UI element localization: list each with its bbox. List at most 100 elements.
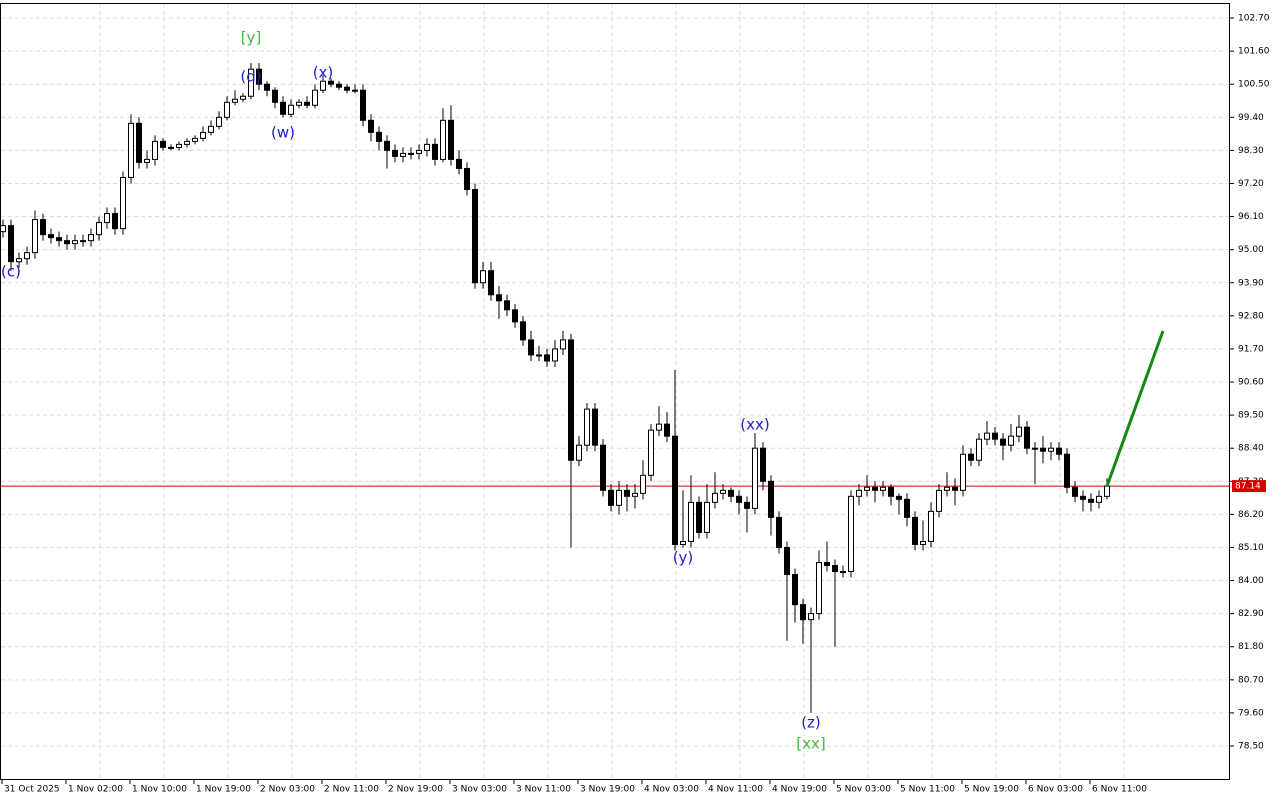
candle-body xyxy=(24,252,30,260)
candle-body xyxy=(152,140,158,160)
y-tick-label: 96.10 xyxy=(1238,212,1264,222)
candle-body xyxy=(480,270,486,284)
y-tick-label: 102.70 xyxy=(1238,14,1270,24)
candle-body xyxy=(920,540,926,545)
candle-body xyxy=(864,486,870,491)
candle-body xyxy=(128,122,134,178)
candle-body xyxy=(1056,447,1062,455)
candle-body xyxy=(1072,486,1078,497)
y-tick-label: 92.80 xyxy=(1238,311,1264,321)
candle-body xyxy=(1000,438,1006,446)
candle-body xyxy=(40,219,46,236)
x-tick-label: 6 Nov 03:00 xyxy=(1028,785,1083,795)
candle-body xyxy=(176,143,182,148)
candle-body xyxy=(600,444,606,491)
candle-body xyxy=(440,119,446,160)
y-tick-label: 100.50 xyxy=(1238,80,1270,90)
wave-label: (z) xyxy=(801,714,821,732)
candle-body xyxy=(88,234,94,242)
candle-body xyxy=(624,489,630,497)
candle-body xyxy=(840,571,846,574)
candle-body xyxy=(448,119,454,160)
candle-body xyxy=(552,348,558,362)
candle-body xyxy=(32,219,38,254)
candle-body xyxy=(1088,498,1094,503)
candle-body xyxy=(784,546,790,576)
candle-body xyxy=(64,240,70,245)
x-tick-label: 4 Nov 19:00 xyxy=(772,785,827,795)
x-tick-label: 3 Nov 03:00 xyxy=(452,785,507,795)
candle-body xyxy=(208,125,214,133)
wave-label: (w) xyxy=(271,123,295,141)
candle-body xyxy=(0,225,6,233)
wave-label: (xx) xyxy=(740,416,769,434)
y-tick-label: 80.70 xyxy=(1238,675,1264,685)
x-tick-label: 3 Nov 19:00 xyxy=(580,785,635,795)
candle-body xyxy=(968,453,974,461)
y-tick-label: 85.10 xyxy=(1238,543,1264,553)
y-tick-label: 101.60 xyxy=(1238,47,1270,57)
candle-body xyxy=(768,480,774,518)
candle-body xyxy=(512,309,518,323)
y-tick-label: 98.30 xyxy=(1238,146,1264,156)
candle-body xyxy=(416,149,422,154)
candle-body xyxy=(1048,447,1054,452)
candle-body xyxy=(504,300,510,311)
x-tick-label: 2 Nov 11:00 xyxy=(324,785,379,795)
y-tick-label: 95.00 xyxy=(1238,245,1264,255)
candle-body xyxy=(816,562,822,615)
y-tick-label: 90.60 xyxy=(1238,378,1264,388)
x-tick-label: 1 Nov 02:00 xyxy=(68,785,123,795)
candle-body xyxy=(536,354,542,357)
candle-body xyxy=(856,489,862,497)
candle-body xyxy=(944,486,950,491)
candle-body xyxy=(144,158,150,163)
candle-body xyxy=(888,486,894,497)
candle-body xyxy=(672,435,678,545)
x-tick-label: 1 Nov 19:00 xyxy=(196,785,251,795)
candle-body xyxy=(712,492,718,503)
candle-body xyxy=(736,495,742,503)
candle-body xyxy=(488,270,494,296)
x-tick-label: 5 Nov 11:00 xyxy=(900,785,955,795)
candle-body xyxy=(1032,447,1038,450)
candle-body xyxy=(384,140,390,151)
candle-body xyxy=(288,104,294,115)
candle-body xyxy=(464,167,470,191)
candle-body xyxy=(880,486,886,491)
candle-body xyxy=(360,89,366,121)
candle-body xyxy=(16,258,22,263)
candle-body xyxy=(872,486,878,491)
current-price-label: 87.14 xyxy=(1235,482,1261,492)
y-tick-label: 86.20 xyxy=(1238,510,1264,520)
candle-body xyxy=(496,294,502,302)
candle-body xyxy=(760,447,766,482)
wave-label: (y) xyxy=(673,549,694,567)
candle-body xyxy=(8,225,14,263)
candle-body xyxy=(704,501,710,533)
candle-body xyxy=(960,453,966,491)
candle-body xyxy=(656,423,662,431)
candle-body xyxy=(192,137,198,142)
candle-body xyxy=(352,89,358,92)
y-tick-label: 97.20 xyxy=(1238,179,1264,189)
candle-body xyxy=(456,158,462,169)
candle-body xyxy=(1080,495,1086,500)
candle-body xyxy=(200,131,206,139)
candle-body xyxy=(1096,495,1102,503)
forecast-line xyxy=(1105,330,1165,487)
candle-body xyxy=(432,143,438,160)
candle-body xyxy=(304,101,310,106)
x-tick-label: 31 Oct 2025 xyxy=(4,785,60,795)
candle-body xyxy=(1040,447,1046,452)
candle-body xyxy=(952,486,958,491)
candle-body xyxy=(752,447,758,509)
candle-body xyxy=(688,501,694,542)
y-tick-label: 89.50 xyxy=(1238,411,1264,421)
candle-body xyxy=(896,495,902,500)
candle-body xyxy=(1064,453,1070,488)
y-tick-label: 91.70 xyxy=(1238,344,1264,354)
candle-body xyxy=(544,354,550,362)
candle-body xyxy=(216,116,222,127)
candle-body xyxy=(120,176,126,230)
